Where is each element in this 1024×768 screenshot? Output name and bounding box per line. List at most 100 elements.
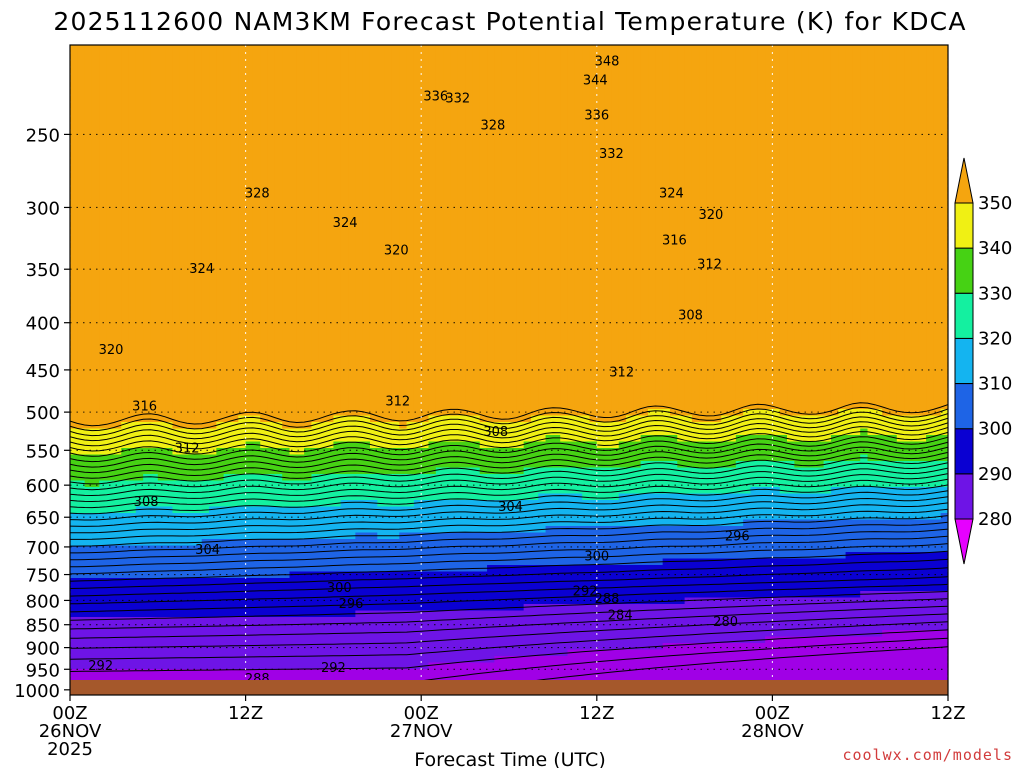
contour-fill-cell <box>84 305 93 313</box>
contour-fill-cell <box>348 298 356 306</box>
contour-fill-cell <box>230 175 239 183</box>
contour-fill-cell <box>823 240 832 248</box>
contour-fill-cell <box>699 90 708 98</box>
contour-fill-cell <box>794 305 803 313</box>
contour-fill-cell <box>604 149 613 157</box>
contour-fill-cell <box>816 123 825 131</box>
contour-fill-cell <box>238 220 247 228</box>
contour-fill-cell <box>428 214 437 222</box>
contour-fill-cell <box>582 142 591 150</box>
contour-fill-cell <box>662 51 671 59</box>
contour-fill-cell <box>252 155 261 163</box>
contour-fill-cell <box>721 116 730 124</box>
contour-fill-cell <box>750 214 759 222</box>
contour-fill-cell <box>201 285 210 293</box>
contour-fill-cell <box>640 266 649 274</box>
contour-fill-cell <box>779 201 788 209</box>
contour-fill-cell <box>640 285 649 293</box>
contour-fill-cell <box>435 123 444 131</box>
contour-fill-cell <box>260 155 269 163</box>
contour-fill-cell <box>318 129 327 137</box>
contour-fill-cell <box>677 142 686 150</box>
contour-fill-cell <box>684 201 693 209</box>
contour-fill-cell <box>201 129 210 137</box>
contour-fill-cell <box>296 285 305 293</box>
contour-fill-cell <box>589 188 598 196</box>
contour-fill-cell <box>501 188 510 196</box>
contour-fill-cell <box>640 240 649 248</box>
contour-fill-cell <box>721 240 730 248</box>
contour-fill-cell <box>406 285 415 293</box>
contour-fill-cell <box>838 240 847 248</box>
contour-fill-cell <box>794 64 803 72</box>
contour-fill-cell <box>333 103 342 111</box>
contour-fill-cell <box>530 71 539 79</box>
contour-fill-cell <box>896 253 905 261</box>
contour-fill-cell <box>633 279 642 287</box>
contour-fill-cell <box>443 84 452 92</box>
contour-fill-cell <box>684 58 693 66</box>
contour-fill-cell <box>933 240 942 248</box>
contour-fill-cell <box>618 246 627 254</box>
contour-fill-cell <box>179 246 188 254</box>
contour-fill-cell <box>172 188 181 196</box>
contour-fill-cell <box>413 58 422 66</box>
contour-fill-cell <box>838 298 847 306</box>
contour-fill-cell <box>377 285 386 293</box>
contour-fill-cell <box>348 233 356 241</box>
contour-fill-cell <box>340 97 349 105</box>
contour-fill-cell <box>326 149 334 157</box>
contour-fill-cell <box>260 311 269 319</box>
contour-fill-cell <box>706 201 715 209</box>
contour-fill-cell <box>406 116 415 124</box>
contour-fill-cell <box>289 279 298 287</box>
contour-fill-cell <box>216 246 225 254</box>
contour-fill-cell <box>655 45 664 53</box>
contour-fill-cell <box>143 305 152 313</box>
contour-fill-cell <box>187 298 195 306</box>
contour-fill-cell <box>911 51 920 59</box>
contour-fill-cell <box>830 285 839 293</box>
contour-fill-cell <box>362 168 371 176</box>
contour-fill-cell <box>794 201 803 209</box>
contour-fill-cell <box>318 97 327 105</box>
contour-fill-cell <box>589 298 598 306</box>
contour-fill-cell <box>128 207 137 215</box>
contour-fill-cell <box>618 194 627 202</box>
contour-fill-cell <box>706 227 715 235</box>
contour-fill-cell <box>187 266 195 274</box>
contour-fill-cell <box>743 71 752 79</box>
contour-fill-cell <box>721 77 730 85</box>
contour-fill-cell <box>552 194 561 202</box>
contour-fill-cell <box>699 201 708 209</box>
contour-fill-cell <box>143 240 152 248</box>
contour-fill-cell <box>70 272 78 280</box>
contour-fill-cell <box>552 188 561 196</box>
contour-fill-cell <box>889 149 898 157</box>
contour-fill-cell <box>369 220 378 228</box>
contour-fill-cell <box>289 149 298 157</box>
contour-fill-cell <box>867 214 876 222</box>
contour-fill-cell <box>472 272 481 280</box>
contour-fill-cell <box>289 71 298 79</box>
contour-fill-cell <box>282 58 291 66</box>
contour-fill-cell <box>655 175 664 183</box>
contour-fill-cell <box>662 175 671 183</box>
contour-fill-cell <box>538 253 547 261</box>
contour-fill-cell <box>391 168 400 176</box>
contour-fill-cell <box>201 194 210 202</box>
contour-fill-cell <box>106 123 115 131</box>
contour-fill-cell <box>223 233 232 241</box>
contour-fill-cell <box>143 253 152 261</box>
contour-fill-cell <box>260 227 269 235</box>
contour-fill-cell <box>113 149 122 157</box>
contour-fill-cell <box>589 305 598 313</box>
contour-fill-cell <box>135 129 144 137</box>
contour-fill-cell <box>209 71 217 79</box>
contour-fill-cell <box>911 259 920 267</box>
contour-fill-cell <box>772 227 781 235</box>
contour-fill-cell <box>838 116 847 124</box>
contour-fill-cell <box>274 253 283 261</box>
contour-fill-cell <box>465 272 474 280</box>
contour-fill-cell <box>757 259 766 267</box>
